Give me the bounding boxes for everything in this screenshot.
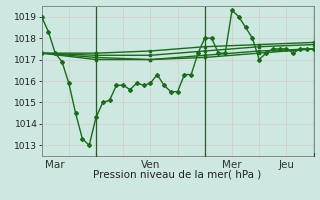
Text: Mar: Mar (45, 160, 65, 170)
Text: Jeu: Jeu (278, 160, 294, 170)
Text: Ven: Ven (141, 160, 160, 170)
Text: Mer: Mer (222, 160, 242, 170)
X-axis label: Pression niveau de la mer( hPa ): Pression niveau de la mer( hPa ) (93, 170, 262, 180)
